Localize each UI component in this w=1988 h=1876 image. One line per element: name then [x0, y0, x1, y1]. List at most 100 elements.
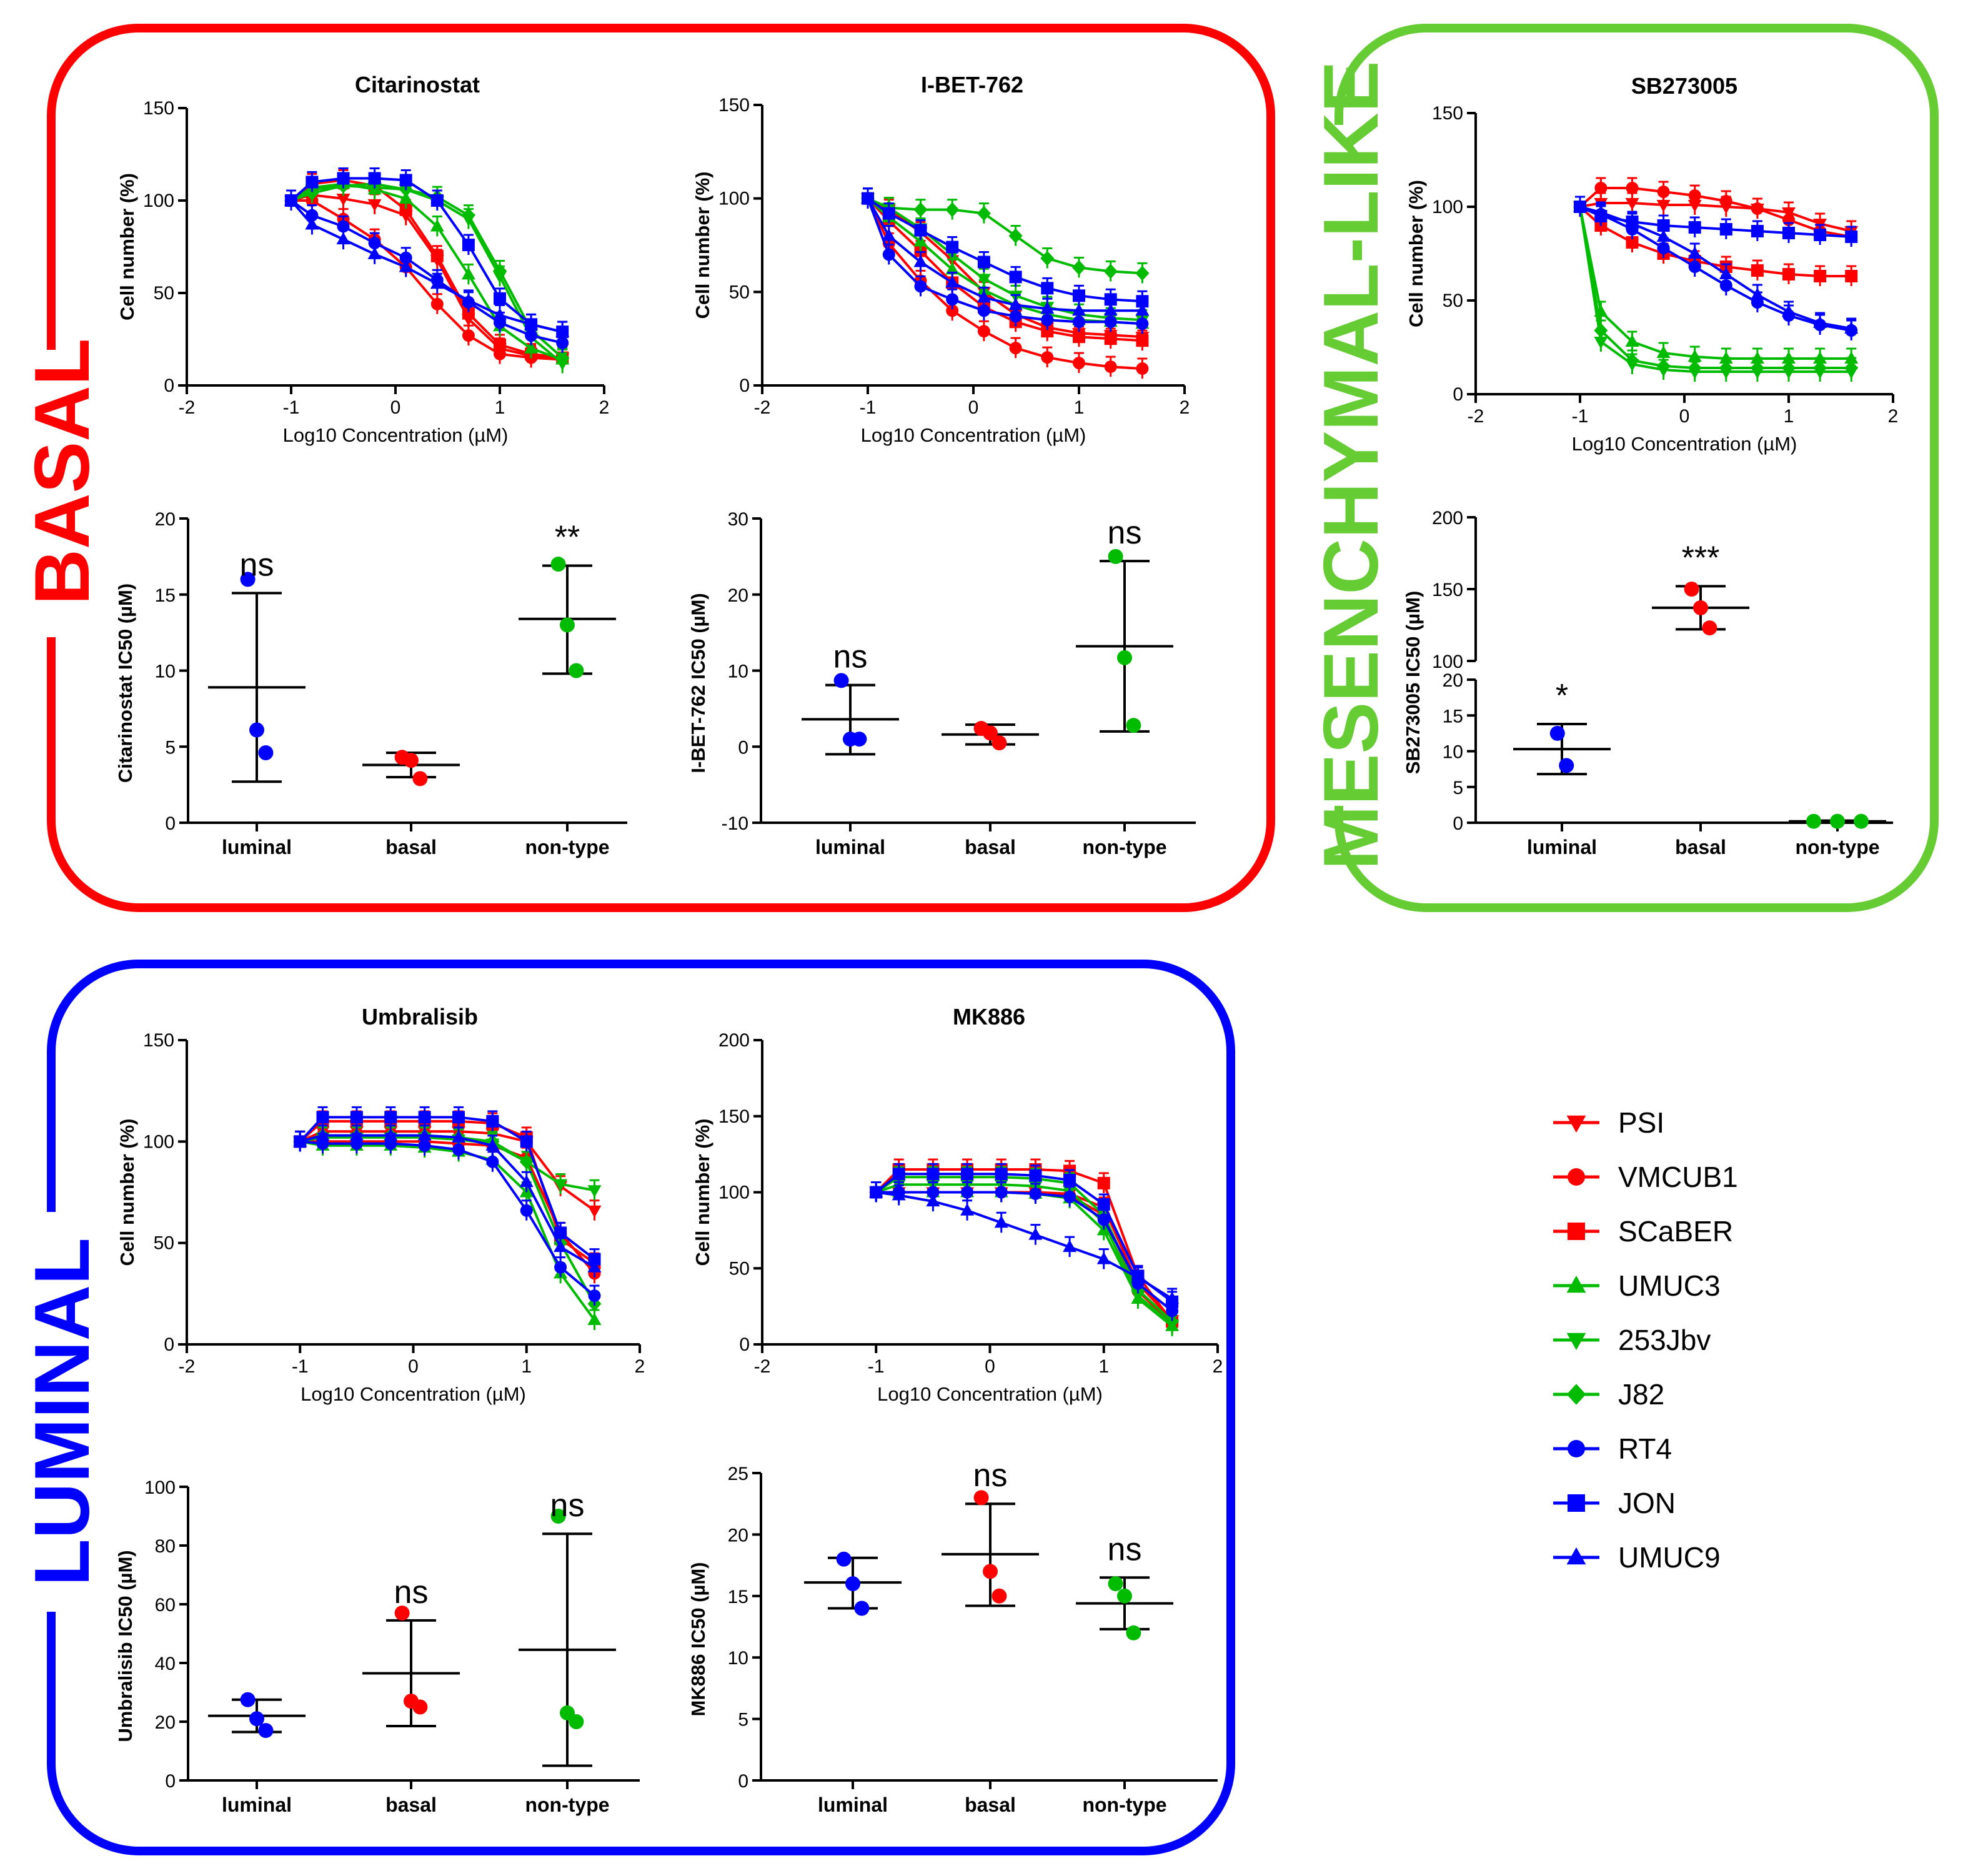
data-point-SCaBER [1751, 264, 1764, 277]
x-axis-label: Log10 Concentration (µM) [283, 424, 509, 446]
series-line-J82 [291, 182, 564, 359]
data-point-JON [520, 1135, 533, 1148]
y-tick-label: 100 [1432, 197, 1463, 217]
legend-item-UMUC3: UMUC3 [1553, 1269, 1721, 1302]
data-point-JON [1097, 1198, 1110, 1211]
series-line-RT4 [290, 199, 563, 344]
data-point-UMUC9 [926, 1194, 940, 1207]
legend-marker-SCaBER [1568, 1223, 1585, 1240]
data-point-PSI [587, 1205, 602, 1218]
x-tick-label: 0 [985, 1356, 995, 1377]
data-point-SCaBER [1626, 236, 1639, 249]
data-point-JON [1845, 231, 1858, 243]
legend-label: 253Jbv [1618, 1324, 1711, 1356]
data-point-JON [554, 1226, 567, 1239]
data-point-SCaBER [1814, 270, 1827, 282]
series-line-RT4 [300, 1140, 595, 1297]
x-axis-label: Log10 Concentration (µM) [861, 424, 1086, 446]
data-point-UMUC9 [493, 308, 507, 320]
data-point-UMUC9 [284, 193, 298, 206]
x-tick-label: -2 [754, 1356, 771, 1377]
ic50-point [1693, 600, 1708, 615]
data-point-SCaBER [1782, 268, 1795, 280]
legend: PSI VMCUB1 SCaBER UMUC3 253Jbv J82 RT4 JON UMUC9 [1553, 1106, 1738, 1574]
x-tick-label: -1 [868, 1356, 885, 1377]
y-tick-label: 20 [155, 1712, 176, 1733]
data-point-PSI [336, 194, 350, 206]
ic50-point [550, 557, 566, 572]
y-tick-label: 20 [728, 585, 748, 606]
y-axis-label: Cell number (%) [692, 172, 713, 319]
ic50-point [833, 673, 849, 688]
chart-title: I-BET-762 [921, 72, 1023, 97]
series-line-PSI [291, 194, 563, 359]
data-point-RT4 [520, 1204, 533, 1217]
data-point-JON [1782, 227, 1795, 239]
x-tick-label: -2 [1468, 406, 1484, 427]
data-point-UMUC9 [1040, 301, 1055, 314]
series-line-UMUC3 [1579, 206, 1852, 360]
x-axis-label: Log10 Concentration (µM) [877, 1383, 1103, 1405]
ic50-point [1117, 1588, 1132, 1604]
data-point-253Jbv [554, 1179, 568, 1192]
series-line-PSI [299, 1130, 595, 1212]
data-point-JON [995, 1168, 1008, 1181]
data-point-UMUC9 [587, 1260, 602, 1273]
mesenchymal-group-frame [1334, 24, 1939, 912]
legend-item-JON: JON [1553, 1487, 1676, 1519]
data-point-RT4 [1657, 242, 1670, 254]
x-tick-label: 1 [1098, 1356, 1109, 1377]
data-point-RT4 [1688, 261, 1701, 273]
data-point-JON [1063, 1174, 1076, 1187]
data-point-RT4 [977, 304, 990, 317]
data-point-VMCUB1 [1657, 186, 1670, 198]
data-point-RT4 [914, 280, 927, 293]
ic50-point [1559, 758, 1574, 773]
data-point-UMUC9 [555, 324, 570, 337]
y-axis-label: I-BET-762 IC50 (µM) [687, 593, 709, 773]
data-point-JON [961, 1168, 974, 1181]
ibet-curve: I-BET-762 0 50 100 150 -2 -1 0 1 2 Log10 Concentra… [692, 72, 1190, 446]
data-point-JON [486, 1114, 499, 1128]
chart-title: Umbralisib [362, 1004, 478, 1030]
series-line-UMUC3 [299, 1140, 596, 1321]
ic50-point [1117, 650, 1132, 665]
data-point-UMUC9 [994, 1215, 1008, 1228]
category-label: non-type [525, 1794, 609, 1816]
data-point-JON [1029, 1169, 1042, 1182]
category-label: luminal [815, 836, 885, 858]
data-point-UMUC9 [945, 275, 960, 288]
data-point-UMUC9 [1165, 1291, 1180, 1304]
x-tick-label: 2 [635, 1356, 645, 1377]
legend-item-RT4: RT4 [1553, 1432, 1672, 1465]
x-tick-label: 0 [408, 1356, 419, 1377]
data-point-UMUC9 [1782, 304, 1796, 317]
data-point-RT4 [1041, 314, 1054, 327]
ic50-point [1126, 1625, 1141, 1640]
data-point-JON [399, 174, 412, 187]
data-point-RT4 [452, 1143, 465, 1156]
data-point-UMUC3 [524, 341, 539, 354]
data-point-VMCUB1 [1009, 342, 1022, 355]
significance-annotation: *** [1682, 540, 1720, 576]
y-tick-label: 100 [718, 1183, 750, 1203]
data-point-J82 [305, 186, 319, 201]
data-point-JON [1104, 293, 1117, 306]
y-tick-label: 200 [718, 1030, 750, 1051]
series-line-J82 [299, 1134, 596, 1305]
y-tick-label: 0 [738, 737, 748, 758]
category-label: basal [965, 836, 1016, 858]
legend-marker-PSI [1566, 1115, 1586, 1133]
ic50-point [258, 1723, 274, 1739]
series-line-JON [875, 1173, 1173, 1303]
ic50-point [1126, 718, 1141, 733]
y-axis-label: Citarinostat IC50 (µM) [114, 583, 136, 783]
data-point-UMUC9 [869, 1185, 883, 1198]
data-point-RT4 [486, 1155, 499, 1168]
basal-group-frame [47, 24, 1275, 912]
x-tick-label: 2 [599, 397, 610, 418]
data-point-UMUC9 [1063, 1239, 1077, 1253]
legend-item-SCaBER: SCaBER [1553, 1215, 1733, 1248]
ic50-point [412, 771, 428, 787]
